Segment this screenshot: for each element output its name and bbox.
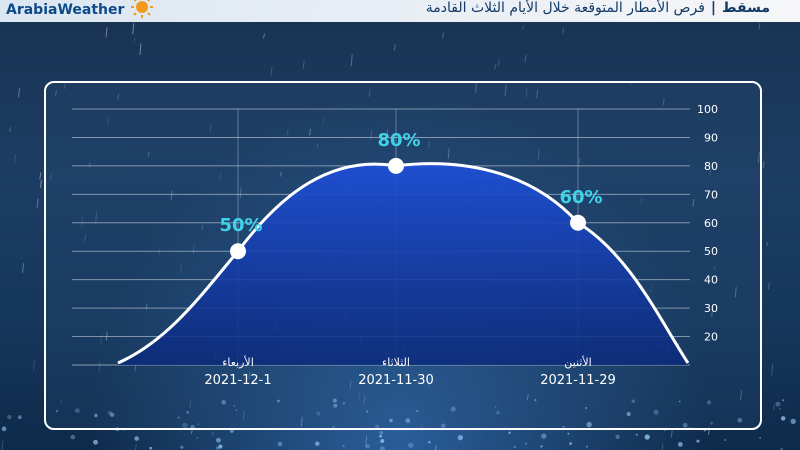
title-city: مسقط	[722, 0, 770, 16]
y-tick-label: 80	[704, 160, 718, 173]
x-tick-date-label: 2021-11-29	[540, 373, 616, 388]
x-tick-day-label: الأثنين	[564, 355, 591, 369]
y-tick-label: 50	[704, 245, 718, 258]
y-tick-label: 90	[704, 131, 718, 144]
x-tick-day-label: الأربعاء	[222, 355, 254, 369]
title-subtitle: فرص الأمطار المتوقعة خلال الأيام الثلاث …	[425, 0, 705, 16]
data-point	[388, 157, 404, 174]
x-tick-day-label: الثلاثاء	[382, 356, 410, 369]
x-tick-date-label: 2021-11-30	[358, 373, 434, 388]
data-point	[570, 214, 586, 231]
area-fill	[118, 163, 688, 365]
y-tick-label: 30	[704, 302, 718, 315]
page-title: مسقط | فرص الأمطار المتوقعة خلال الأيام ال…	[426, 0, 770, 22]
data-label: 60%	[559, 187, 602, 208]
brand-logo-text: ArabiaWeather	[6, 2, 125, 18]
y-tick-label: 70	[704, 188, 718, 201]
y-tick-label: 40	[704, 274, 718, 287]
y-tick-label: 20	[704, 331, 718, 344]
data-label: 50%	[219, 215, 262, 236]
data-point	[230, 243, 246, 260]
y-tick-label: 100	[697, 103, 718, 116]
data-label: 80%	[377, 130, 420, 151]
title-separator: |	[710, 0, 717, 16]
sun-logo-icon	[131, 0, 153, 18]
y-tick-label: 60	[704, 217, 718, 230]
x-tick-date-label: 2021-12-1	[204, 373, 271, 388]
header-bar: ArabiaWeather مسقط | فرص الأمطار المتوقعة …	[0, 0, 800, 22]
